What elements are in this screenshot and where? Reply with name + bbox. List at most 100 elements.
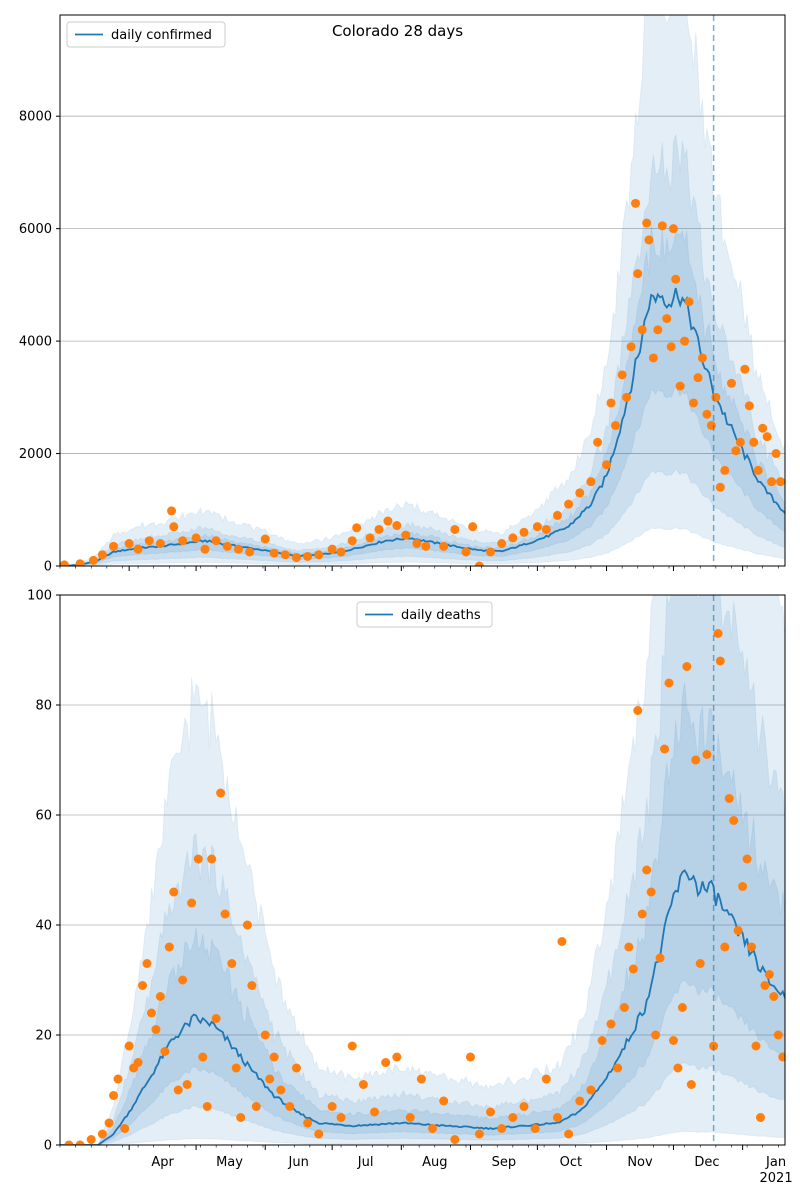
observed-point [644,235,654,245]
observed-point [586,477,596,487]
observed-point [653,325,663,335]
observed-point [637,325,647,335]
observed-point [778,1052,785,1062]
observed-point [269,1052,279,1062]
observed-point [624,942,634,952]
observed-point [113,1074,123,1084]
observed-point [713,629,723,638]
observed-point [303,1118,313,1128]
observed-point [439,1096,449,1106]
observed-point [668,224,678,234]
observed-point [211,1014,221,1023]
observed-point [120,1124,130,1133]
observed-point [392,1052,402,1062]
legend: daily confirmed [66,21,226,48]
chart-title: Colorado 28 days [332,22,463,40]
observed-point [680,336,690,346]
observed-point [541,524,551,534]
observed-point [242,920,252,930]
observed-point [740,364,750,374]
deaths-panel: 0 20 40 60 80 100 Apr May Jun Jul Aug Sep Oct Nov Dec J… [27,589,792,1187]
observed-point [104,1118,114,1128]
observed-point [606,1019,616,1029]
observed-point [450,1135,460,1144]
observed-point [207,854,217,864]
observed-point [220,909,230,919]
observed-point [169,887,179,897]
observed-point [673,1063,683,1073]
observed-point [702,409,712,419]
observed-point [731,446,741,456]
x-tick-label: May [216,1155,243,1170]
observed-point [626,342,636,352]
observed-point [474,1129,484,1139]
observed-point [586,1085,596,1095]
observed-point [327,1102,337,1111]
observed-point [557,937,567,946]
legend-label: daily confirmed [111,28,212,43]
observed-point [646,887,656,897]
observed-point [64,1140,74,1145]
observed-point [532,522,542,532]
observed-point [202,1102,212,1111]
observed-point [60,560,69,566]
observed-point [715,656,725,666]
observed-point [461,547,471,557]
observed-point [660,744,670,754]
observed-point [421,541,431,551]
observed-point [75,559,85,566]
observed-point [655,953,665,963]
observed-point [564,1129,574,1139]
observed-point [416,1074,426,1084]
observed-point [564,499,574,509]
observed-point [211,536,221,546]
observed-point [767,477,777,487]
observed-point [508,1113,518,1122]
observed-point [771,449,781,459]
observed-point [167,506,177,516]
observed-point [381,1058,391,1067]
observed-point [439,541,449,551]
observed-point [358,1080,368,1089]
median-line [60,869,785,1145]
observed-point [684,297,694,307]
x-tick-label: Oct [560,1155,582,1170]
y-tick-label: 2000 [19,447,52,462]
observed-point [160,1047,170,1056]
observed-point [602,460,612,470]
observed-point [769,992,779,1001]
observed-point [280,550,290,560]
observed-point [622,392,632,402]
observed-point [751,1041,761,1051]
observed-point [628,964,638,974]
observed-point [726,378,736,388]
observed-point [651,1030,661,1040]
observed-point [631,198,641,208]
observed-point [664,678,674,688]
observed-point [352,523,362,533]
observed-point [109,541,119,551]
observed-point [245,547,255,557]
observed-point [706,420,716,430]
observed-point [689,398,699,408]
observed-point [633,706,643,715]
observed-point [749,437,759,447]
observed-point [227,959,237,968]
observed-point [327,544,337,554]
observed-point [124,1041,134,1051]
observed-point [474,561,484,566]
uncertainty-bands [60,595,785,1145]
observed-point [762,432,772,442]
observed-point [303,551,313,561]
observed-point [138,981,148,990]
legend-label: daily deaths [401,608,481,623]
observed-point [133,1058,143,1067]
observed-point [144,536,154,546]
observed-point [231,1063,241,1073]
observed-point [88,555,98,565]
observed-point [198,1052,208,1062]
observed-point [200,544,210,554]
legend-box [66,21,226,48]
observed-point [617,370,627,380]
